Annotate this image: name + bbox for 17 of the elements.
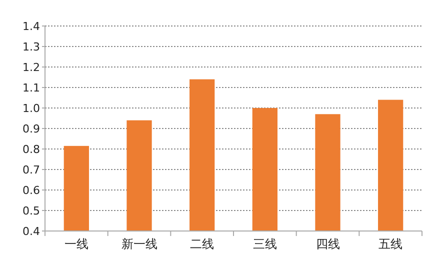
x-tick-label: 三线 <box>252 237 277 251</box>
y-tick-label: 1.0 <box>22 102 40 115</box>
y-tick-label: 0.7 <box>22 164 40 176</box>
x-tick-label: 新一线 <box>121 237 158 251</box>
x-tick-label: 四线 <box>316 237 340 251</box>
y-tick-label: 1.3 <box>22 40 40 54</box>
y-tick-label: 0.5 <box>22 204 40 218</box>
y-tick-label: 0.9 <box>22 122 40 136</box>
x-tick-label: 二线 <box>190 237 214 251</box>
y-tick-label: 1.1 <box>22 82 40 94</box>
x-tick-label: 五线 <box>378 237 403 251</box>
y-tick-label: 0.4 <box>22 225 40 238</box>
x-tick-label: 一线 <box>64 237 88 251</box>
y-tick-label: 1.2 <box>22 61 40 74</box>
y-tick-label: 0.8 <box>22 143 40 156</box>
y-tick-label: 0.6 <box>22 184 40 197</box>
y-tick-label: 1.4 <box>22 20 40 33</box>
